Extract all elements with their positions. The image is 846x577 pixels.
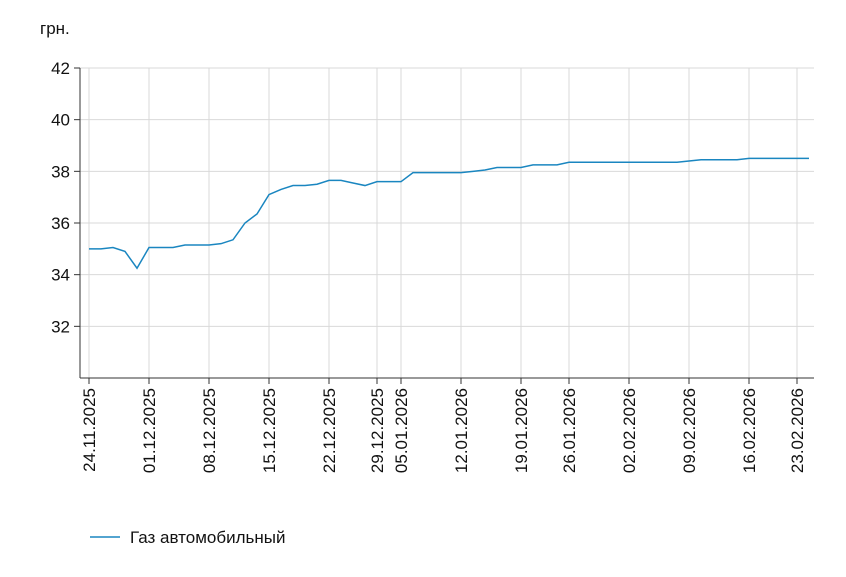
x-tick-label: 12.01.2026 bbox=[452, 388, 471, 473]
x-tick-label: 29.12.2025 bbox=[368, 388, 387, 473]
legend-label: Газ автомобильный bbox=[130, 528, 285, 547]
y-tick-label: 34 bbox=[51, 266, 70, 285]
y-axis-label: грн. bbox=[40, 19, 70, 38]
x-tick-label: 09.02.2026 bbox=[680, 388, 699, 473]
y-tick-label: 38 bbox=[51, 162, 70, 181]
y-tick-label: 40 bbox=[51, 111, 70, 130]
x-tick-label: 22.12.2025 bbox=[320, 388, 339, 473]
x-tick-label: 23.02.2026 bbox=[788, 388, 807, 473]
y-tick-label: 36 bbox=[51, 214, 70, 233]
data-line bbox=[89, 157, 809, 270]
x-tick-label: 26.01.2026 bbox=[560, 388, 579, 473]
x-tick-label: 01.12.2025 bbox=[140, 388, 159, 473]
x-tick-label: 15.12.2025 bbox=[260, 388, 279, 473]
x-tick-label: 19.01.2026 bbox=[512, 388, 531, 473]
y-tick-label: 42 bbox=[51, 59, 70, 78]
x-tick-label: 24.11.2025 bbox=[80, 388, 99, 472]
x-tick-label: 05.01.2026 bbox=[392, 388, 411, 473]
x-tick-label: 16.02.2026 bbox=[740, 388, 759, 473]
y-tick-label: 32 bbox=[51, 317, 70, 336]
x-tick-label: 08.12.2025 bbox=[200, 388, 219, 473]
x-tick-label: 02.02.2026 bbox=[620, 388, 639, 473]
